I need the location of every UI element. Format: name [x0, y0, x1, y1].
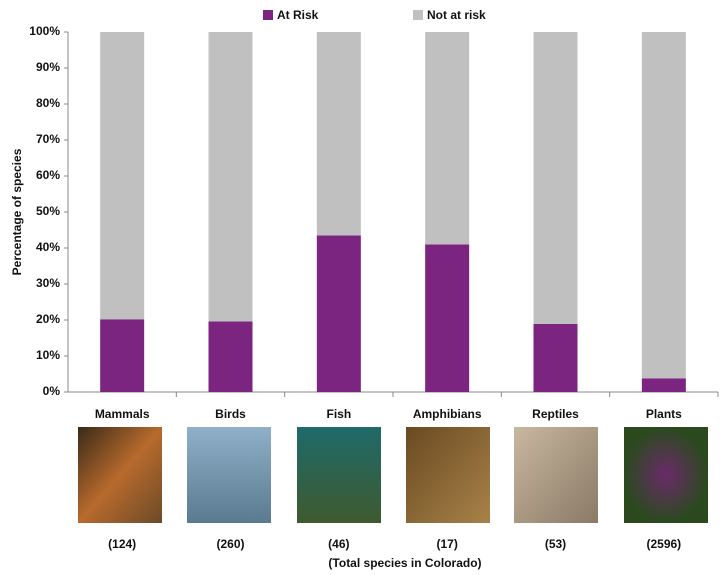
bar-segment — [533, 32, 578, 324]
plant-photo — [624, 427, 708, 523]
y-tick-label: 60% — [36, 168, 60, 182]
y-tick-label: 20% — [36, 312, 60, 326]
total-label: (17) — [436, 537, 457, 551]
bar-segment — [316, 32, 361, 236]
totals-caption: (Total species in Colorado) — [328, 556, 481, 570]
total-label: (2596) — [646, 537, 681, 551]
bar-segment — [208, 321, 253, 392]
legend-label: Not at risk — [427, 8, 486, 22]
reptile-photo — [514, 427, 598, 523]
legend-label: At Risk — [277, 8, 319, 22]
y-tick-label: 70% — [36, 132, 60, 146]
legend-swatch — [263, 10, 273, 20]
legend-swatch — [413, 10, 423, 20]
category-images — [78, 427, 708, 523]
bar-segment — [100, 319, 145, 392]
total-label: (46) — [328, 537, 349, 551]
bird-photo — [187, 427, 271, 523]
y-tick-label: 50% — [36, 204, 60, 218]
x-tick-label: Amphibians — [413, 407, 482, 421]
y-tick-label: 40% — [36, 240, 60, 254]
x-tick-label: Fish — [326, 407, 351, 421]
y-axis-label: Percentage of species — [10, 148, 24, 275]
bar-segment — [641, 32, 686, 379]
bar-segment — [425, 244, 470, 392]
amphibian-photo — [406, 427, 490, 523]
bar-segment — [208, 32, 253, 322]
mammal-photo — [78, 427, 162, 523]
total-label: (53) — [545, 537, 566, 551]
y-tick-label: 10% — [36, 348, 60, 362]
y-tick-label: 80% — [36, 96, 60, 110]
bar-segment — [425, 32, 470, 245]
x-tick-label: Mammals — [95, 407, 150, 421]
y-tick-label: 100% — [29, 24, 60, 38]
x-tick-label: Plants — [646, 407, 682, 421]
bar-segment — [533, 323, 578, 392]
bar-segment — [641, 378, 686, 392]
fish-photo — [297, 427, 381, 523]
bar-segment — [316, 235, 361, 392]
x-tick-label: Reptiles — [532, 407, 579, 421]
x-tick-label: Birds — [215, 407, 246, 421]
y-tick-label: 0% — [43, 384, 61, 398]
total-label: (260) — [216, 537, 244, 551]
bar-segment — [100, 32, 145, 320]
total-label: (124) — [108, 537, 136, 551]
y-tick-label: 90% — [36, 60, 60, 74]
y-tick-label: 30% — [36, 276, 60, 290]
